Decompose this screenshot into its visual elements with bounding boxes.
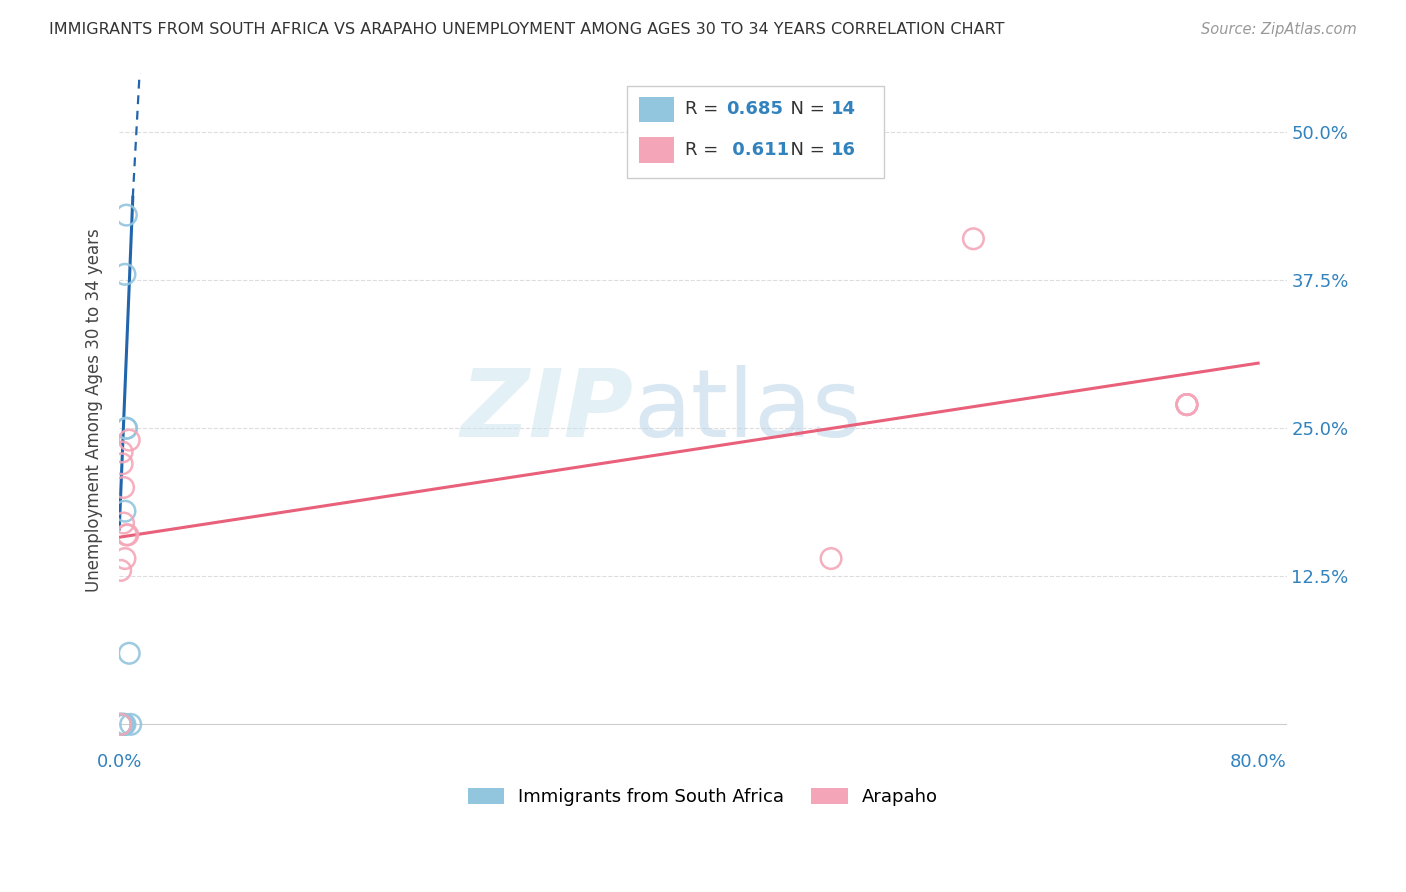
Point bbox=[110, 717, 132, 731]
Point bbox=[114, 717, 136, 731]
Point bbox=[112, 717, 135, 731]
Text: 0.685: 0.685 bbox=[727, 101, 783, 119]
Text: N =: N = bbox=[779, 141, 831, 159]
Point bbox=[110, 563, 132, 577]
Point bbox=[115, 421, 138, 435]
Point bbox=[962, 232, 984, 246]
Point bbox=[1175, 398, 1198, 412]
Point bbox=[112, 717, 135, 731]
Y-axis label: Unemployment Among Ages 30 to 34 years: Unemployment Among Ages 30 to 34 years bbox=[86, 228, 103, 592]
FancyBboxPatch shape bbox=[638, 96, 673, 122]
Point bbox=[111, 457, 134, 471]
Point bbox=[115, 421, 138, 435]
Text: 16: 16 bbox=[831, 141, 856, 159]
Text: ZIP: ZIP bbox=[460, 365, 633, 457]
Text: R =: R = bbox=[685, 141, 724, 159]
FancyBboxPatch shape bbox=[638, 137, 673, 162]
Text: IMMIGRANTS FROM SOUTH AFRICA VS ARAPAHO UNEMPLOYMENT AMONG AGES 30 TO 34 YEARS C: IMMIGRANTS FROM SOUTH AFRICA VS ARAPAHO … bbox=[49, 22, 1005, 37]
Point bbox=[114, 551, 136, 566]
Point bbox=[1175, 398, 1198, 412]
Point bbox=[117, 528, 139, 542]
Point bbox=[1175, 398, 1198, 412]
Point bbox=[114, 268, 136, 282]
FancyBboxPatch shape bbox=[627, 87, 884, 178]
Point bbox=[112, 481, 135, 495]
Point bbox=[110, 717, 132, 731]
Point bbox=[1175, 398, 1198, 412]
Point bbox=[120, 717, 142, 731]
Point bbox=[110, 717, 132, 731]
Point bbox=[111, 445, 134, 459]
Point bbox=[112, 516, 135, 530]
Point bbox=[111, 717, 134, 731]
Point bbox=[115, 528, 138, 542]
Text: 0.611: 0.611 bbox=[727, 141, 789, 159]
Text: Source: ZipAtlas.com: Source: ZipAtlas.com bbox=[1201, 22, 1357, 37]
Point bbox=[118, 646, 141, 660]
Point bbox=[115, 208, 138, 222]
Text: R =: R = bbox=[685, 101, 724, 119]
Legend: Immigrants from South Africa, Arapaho: Immigrants from South Africa, Arapaho bbox=[461, 780, 945, 814]
Point bbox=[820, 551, 842, 566]
Point bbox=[110, 717, 132, 731]
Text: N =: N = bbox=[779, 101, 831, 119]
Text: 14: 14 bbox=[831, 101, 856, 119]
Point bbox=[114, 504, 136, 518]
Text: atlas: atlas bbox=[633, 365, 860, 457]
Point bbox=[118, 433, 141, 447]
